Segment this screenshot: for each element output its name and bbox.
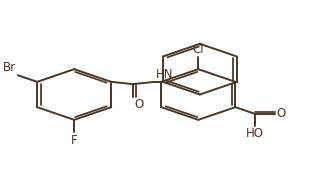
Text: O: O [135,98,144,111]
Text: HN: HN [156,68,173,81]
Text: Br: Br [3,61,16,74]
Text: HO: HO [246,127,263,140]
Text: Cl: Cl [193,43,204,56]
Text: O: O [277,107,286,120]
Text: F: F [71,133,78,146]
